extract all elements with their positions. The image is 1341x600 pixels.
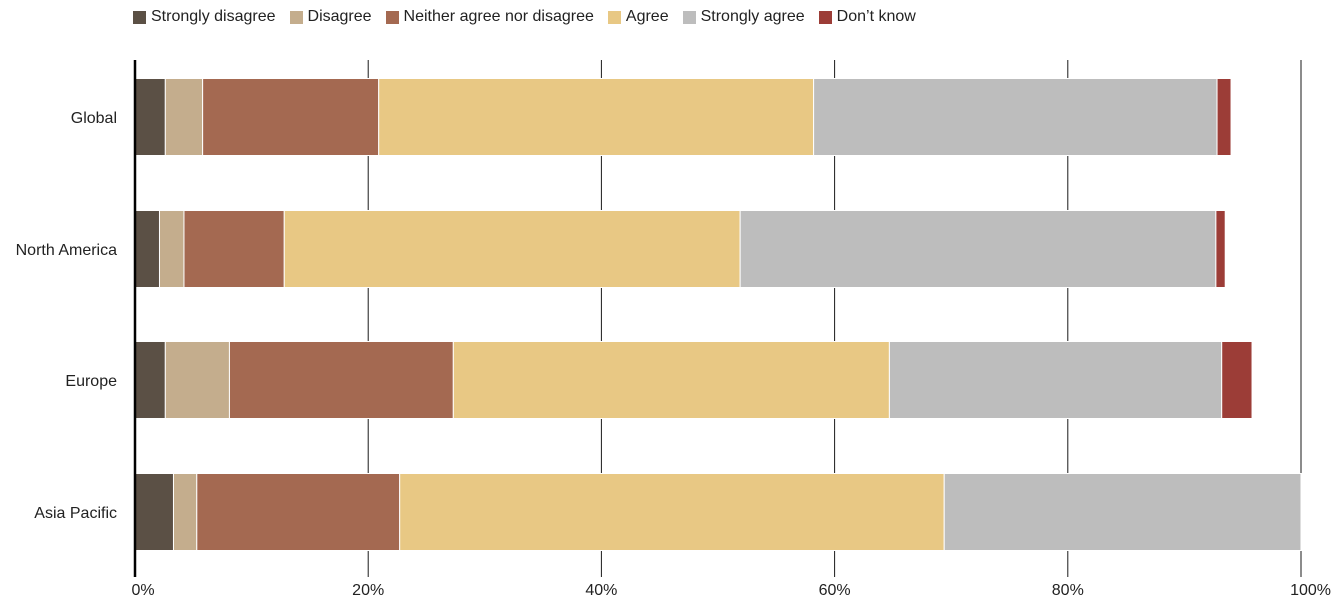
- legend-item-strongly-disagree: Strongly disagree: [133, 8, 276, 26]
- bar-segment: [164, 341, 230, 419]
- x-tick-label: 40%: [585, 582, 617, 599]
- bar-segment: [1215, 210, 1226, 288]
- legend-label: Agree: [625, 8, 669, 25]
- x-tick-label: 0%: [131, 582, 154, 599]
- legend-label: Strongly agree: [700, 8, 805, 25]
- legend-item-agree: Agree: [607, 8, 669, 26]
- bar-segment: [1216, 78, 1232, 156]
- legend-swatch: [385, 10, 399, 24]
- legend-label: Neither agree nor disagree: [403, 8, 594, 25]
- bar-segment: [1221, 341, 1253, 419]
- bar-segment: [888, 341, 1223, 419]
- bar-segment: [813, 78, 1218, 156]
- category-label: North America: [16, 242, 117, 259]
- bar-segment: [183, 210, 285, 288]
- bar-segment: [283, 210, 741, 288]
- legend-item-disagree: Disagree: [289, 8, 372, 26]
- bar-segment: [158, 210, 185, 288]
- bar-segment: [399, 473, 945, 551]
- x-tick-label: 100%: [1290, 582, 1331, 599]
- bars-group: [134, 78, 1302, 551]
- legend-label: Disagree: [307, 8, 372, 25]
- bar-segment: [739, 210, 1217, 288]
- legend-swatch: [133, 10, 146, 24]
- x-tick-label: 80%: [1052, 582, 1084, 599]
- bar-segment: [134, 473, 174, 551]
- category-label: Europe: [65, 373, 117, 390]
- category-label: Asia Pacific: [34, 505, 117, 522]
- legend-label: Strongly disagree: [151, 8, 276, 25]
- legend-item-strongly-agree: Strongly agree: [682, 8, 805, 26]
- legend-label: Don’t know: [836, 8, 916, 25]
- legend-item-don-t-know: Don’t know: [818, 8, 916, 26]
- bar-segment: [378, 78, 815, 156]
- legend-swatch: [289, 10, 303, 24]
- x-tick-label: 20%: [352, 582, 384, 599]
- bar-segment: [196, 473, 401, 551]
- bar-segment: [134, 78, 166, 156]
- bar-segment: [134, 341, 166, 419]
- legend-swatch: [607, 10, 621, 24]
- bar-segment: [452, 341, 890, 419]
- bar-segment: [164, 78, 204, 156]
- bar-segment: [202, 78, 380, 156]
- legend: Strongly disagree Disagree Neither agree n…: [133, 6, 930, 28]
- bar-segment: [172, 473, 198, 551]
- x-tick-label: 60%: [819, 582, 851, 599]
- bar-segment: [134, 210, 160, 288]
- legend-swatch: [818, 10, 832, 24]
- legend-swatch: [682, 10, 696, 24]
- category-label: Global: [71, 110, 117, 127]
- bar-segment: [943, 473, 1302, 551]
- bar-segment: [228, 341, 454, 419]
- legend-item-neither-agree-nor-disagree: Neither agree nor disagree: [385, 8, 594, 26]
